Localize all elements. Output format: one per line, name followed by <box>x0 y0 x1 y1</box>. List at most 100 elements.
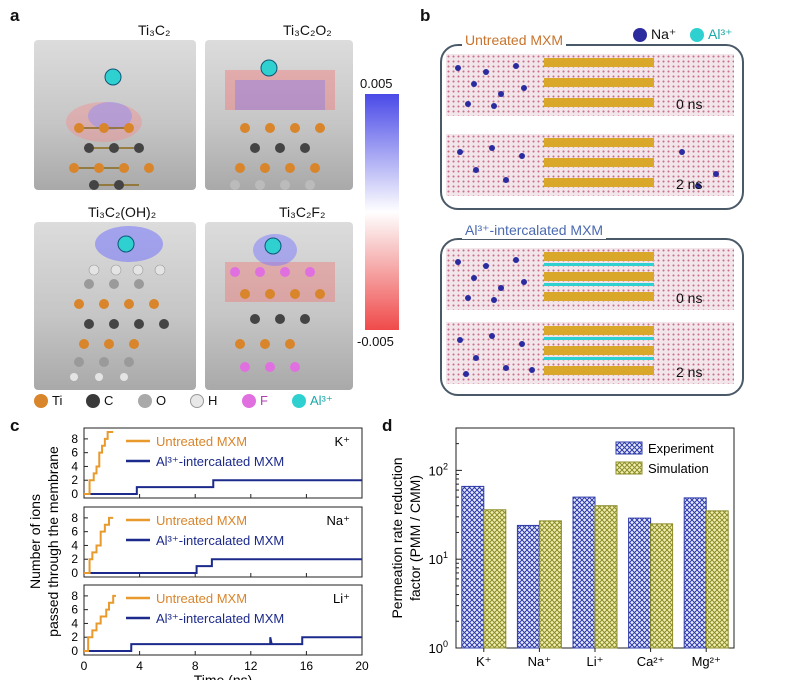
y-tick-label: 0 <box>71 566 78 580</box>
bar-simulation <box>650 523 674 649</box>
legend-label: Experiment <box>648 441 714 456</box>
md-box-untreated: 0 ns 2 ns <box>440 44 744 210</box>
bar-simulation <box>705 510 729 649</box>
bar-experiment <box>516 524 540 649</box>
md-snapshot-2ns <box>446 134 734 196</box>
panel-a-label: a <box>10 6 20 25</box>
x-axis-label: Time (ns) <box>194 672 253 680</box>
bar-experiment <box>683 497 707 649</box>
subplot-frame <box>83 427 363 499</box>
y-axis-label: Number of ions passed through the membran… <box>27 446 61 637</box>
permeation-bar-chart: 100 101 102 K⁺ Na⁺ Li⁺ Ca²⁺ Mg²⁺ Experiment Simul… <box>389 427 735 669</box>
y-tick-label: 8 <box>71 589 78 603</box>
x-tick-label: Ca²⁺ <box>637 654 665 669</box>
y-tick-label: 8 <box>71 432 78 446</box>
legend-label: Simulation <box>648 461 709 476</box>
y-tick-label: 4 <box>71 459 78 473</box>
y-tick-label: 101 <box>429 550 448 567</box>
model-label: Ti₃C₂(OH)₂ <box>88 204 157 220</box>
atom-c-label: C <box>104 393 114 408</box>
atom-al-dot <box>292 394 306 408</box>
md-time-label: 0 ns <box>676 96 703 112</box>
y-axis-label-line: factor (PMM / CMM) <box>407 475 423 601</box>
al-intercalated-line <box>84 479 362 495</box>
y-tick-label: 0 <box>71 487 78 501</box>
atom-o-label: O <box>156 393 167 408</box>
y-tick-label: 4 <box>71 616 78 630</box>
bar-simulation <box>594 505 618 649</box>
y-tick-label: 2 <box>71 473 78 487</box>
md-time-label: 2 ns <box>676 364 703 380</box>
x-tick-label: 16 <box>300 659 314 673</box>
al-intercalated-line <box>84 558 362 574</box>
model-ti3c2 <box>34 40 196 190</box>
panel-b-label: b <box>420 6 431 25</box>
model-ti3c2o2 <box>205 40 353 190</box>
x-tick-label: 8 <box>192 659 199 673</box>
bar-experiment <box>628 517 652 649</box>
x-tick-label: 4 <box>136 659 143 673</box>
y-tick-label: 2 <box>71 630 78 644</box>
model-ti3c2f2 <box>205 222 353 390</box>
x-tick-label: Li⁺ <box>587 654 604 669</box>
y-tick-label: 0 <box>71 644 78 658</box>
panel-c-label: c <box>10 416 20 435</box>
legend-swatch <box>615 461 643 475</box>
colorbar <box>365 94 399 330</box>
legend-untreated-label: Untreated MXM <box>156 434 247 449</box>
y-axis-label: Permeation rate reduction factor (PMM / C… <box>389 457 423 618</box>
panel-d-label: d <box>382 416 393 435</box>
legend-al-label: Al³⁺-intercalated MXM <box>156 611 284 626</box>
x-tick-label: Mg²⁺ <box>692 654 721 669</box>
na-legend-dot <box>633 28 647 42</box>
ion-label: Li⁺ <box>333 591 350 606</box>
colorbar-max-label: 0.005 <box>360 76 393 91</box>
atom-h-label: H <box>208 393 218 408</box>
y-axis-label-line: passed through the membrane <box>45 446 61 637</box>
md-time-label: 2 ns <box>676 176 703 192</box>
model-ti3c2oh2 <box>34 222 196 390</box>
colorbar-min-label: -0.005 <box>357 334 394 349</box>
legend-al-label: Al³⁺-intercalated MXM <box>156 533 284 548</box>
model-label: Ti₃C₂O₂ <box>283 22 332 38</box>
untreated-line <box>84 594 116 652</box>
x-tick-label: Na⁺ <box>528 654 551 669</box>
y-tick-label: 102 <box>429 461 448 478</box>
bar-experiment <box>572 496 596 649</box>
legend-untreated-label: Untreated MXM <box>156 513 247 528</box>
atom-h-dot <box>190 394 204 408</box>
atom-al-label: Al³⁺ <box>310 393 333 408</box>
y-tick-label: 4 <box>71 538 78 552</box>
x-tick-label: 20 <box>355 659 369 673</box>
atom-ti-label: Ti <box>52 393 63 408</box>
al-legend-label: Al³⁺ <box>708 26 733 42</box>
atom-f-dot <box>242 394 256 408</box>
atom-c-dot <box>86 394 100 408</box>
atom-f-label: F <box>260 393 268 408</box>
bar-simulation <box>483 509 507 649</box>
y-axis-label-line: Permeation rate reduction <box>389 457 405 618</box>
atom-ti-dot <box>34 394 48 408</box>
y-tick-label: 2 <box>71 552 78 566</box>
md-snapshot-2ns <box>446 322 734 384</box>
al-intercalated-line <box>84 636 362 652</box>
y-tick-label: 100 <box>429 639 448 656</box>
na-legend-label: Na⁺ <box>651 26 677 42</box>
bar-simulation <box>538 520 562 649</box>
y-tick-label: 6 <box>71 603 78 617</box>
x-tick-label: 12 <box>244 659 258 673</box>
ion-label: K⁺ <box>334 434 350 449</box>
model-label: Ti₃C₂ <box>138 22 171 38</box>
bar-experiment <box>461 485 485 649</box>
legend-al-label: Al³⁺-intercalated MXM <box>156 454 284 469</box>
y-tick-label: 6 <box>71 525 78 539</box>
subplot-frame <box>83 506 363 578</box>
atom-legend: Ti C O H F Al³⁺ <box>30 392 370 412</box>
model-label: Ti₃C₂F₂ <box>279 204 326 220</box>
md-snapshot-0ns <box>446 54 734 116</box>
subplot-frame <box>83 584 363 656</box>
y-axis-label-line: Number of ions <box>27 494 43 589</box>
legend-swatch <box>615 441 643 455</box>
md-time-label: 0 ns <box>676 290 703 306</box>
